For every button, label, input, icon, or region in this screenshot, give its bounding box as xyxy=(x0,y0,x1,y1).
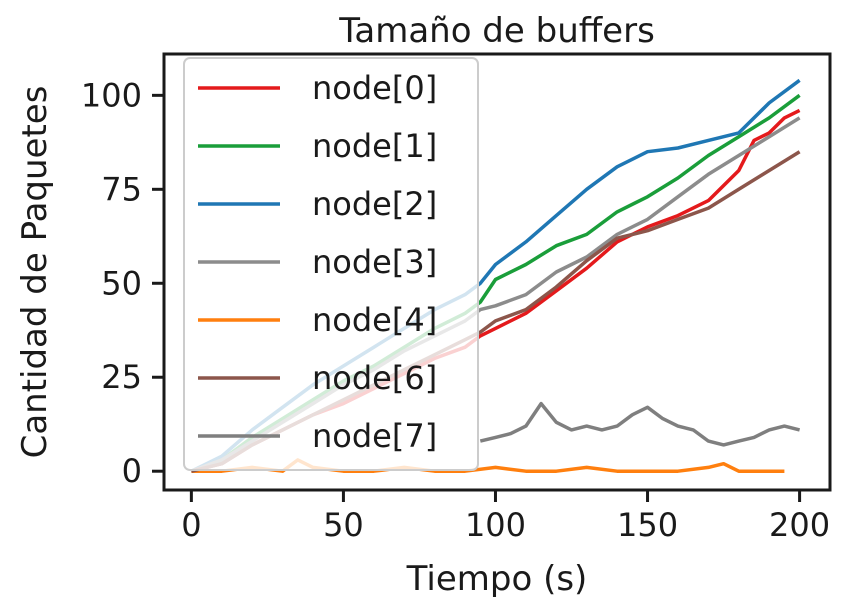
legend-label: node[6] xyxy=(312,359,437,397)
legend-label: node[2] xyxy=(312,185,437,223)
plot-frame xyxy=(162,52,832,492)
x-tick-label: 0 xyxy=(181,506,201,544)
y-axis: 0 25 50 75 100 xyxy=(81,76,164,490)
y-tick-label: 25 xyxy=(101,358,142,396)
legend-box xyxy=(183,57,479,471)
legend-label: node[1] xyxy=(312,127,437,165)
legend-label: node[7] xyxy=(312,417,437,455)
series-line-node7 xyxy=(479,401,801,447)
legend-label: node[3] xyxy=(312,243,437,281)
x-axis-label: Tiempo (s) xyxy=(406,559,588,599)
legend: node[0] node[1] node[2] node[3] node[4] node[… xyxy=(183,57,479,471)
legend-label: node[4] xyxy=(312,301,437,339)
x-tick-label: 100 xyxy=(465,506,526,544)
y-tick-label: 0 xyxy=(122,452,142,490)
y-tick-label: 50 xyxy=(101,264,142,302)
chart-title: Tamaño de buffers xyxy=(338,11,655,51)
y-axis-label: Cantidad de Paquetes xyxy=(15,86,55,459)
legend-label: node[0] xyxy=(312,69,437,107)
x-axis: 0 50 100 150 200 xyxy=(181,490,830,544)
x-tick-label: 200 xyxy=(769,506,830,544)
y-tick-label: 75 xyxy=(101,170,142,208)
x-tick-label: 150 xyxy=(617,506,678,544)
x-tick-label: 50 xyxy=(323,506,364,544)
y-tick-label: 100 xyxy=(81,76,142,114)
